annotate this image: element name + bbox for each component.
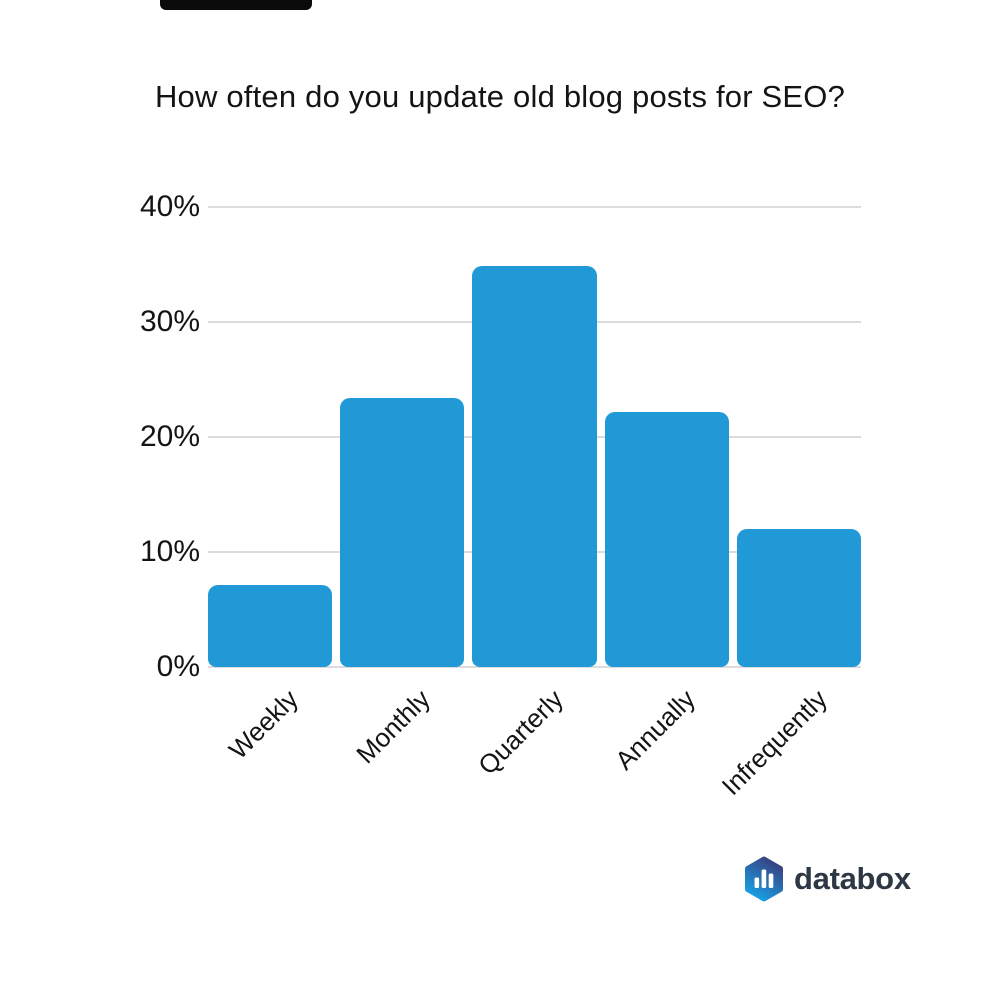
- top-edge-black-bar: [160, 0, 312, 10]
- y-axis-label-30: 30%: [139, 305, 200, 338]
- databox-logo-text: databox: [794, 861, 911, 896]
- gridline-0: [208, 666, 861, 668]
- y-axis-label-40: 40%: [139, 190, 200, 223]
- gridline-40: [208, 206, 861, 208]
- bar-quarterly: [472, 265, 597, 667]
- bar-infrequently: [736, 529, 861, 667]
- databox-logo: databox: [744, 856, 911, 902]
- mini-bar-chart-glyph: [754, 869, 774, 888]
- chart-title: How often do you update old blog posts f…: [154, 79, 846, 114]
- y-axis-label-10: 10%: [139, 535, 200, 568]
- bar-weekly: [208, 585, 333, 667]
- y-axis-label-20: 20%: [139, 420, 200, 453]
- y-axis-label-0: 0%: [156, 650, 200, 683]
- databox-hexagon-icon: [745, 856, 783, 902]
- bar-monthly: [340, 397, 465, 667]
- bar-annually: [604, 411, 729, 667]
